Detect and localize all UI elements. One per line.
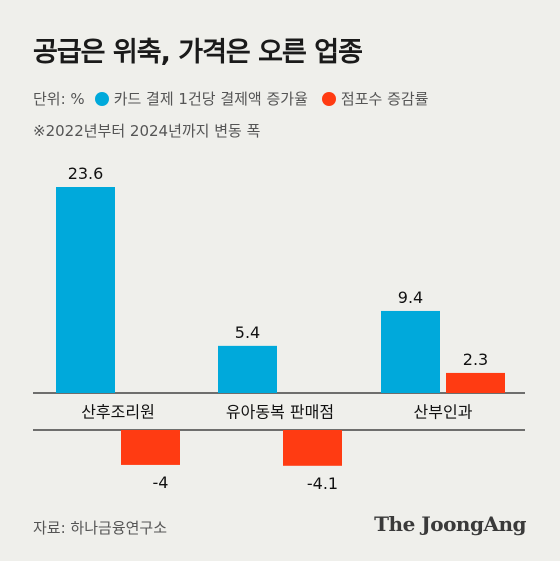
bar-stores (446, 372, 505, 393)
legend-item-stores: 점포수 증감률 (321, 88, 429, 109)
legend-label-stores: 점포수 증감률 (340, 90, 429, 108)
source-label: 자료: 하나금융연구소 (33, 519, 168, 537)
data-label: 2.3 (463, 350, 488, 369)
category-label: 유아동복 판매점 (226, 403, 334, 422)
data-label: -4 (153, 473, 169, 492)
data-label: 9.4 (398, 288, 423, 307)
bar-stores (121, 430, 180, 465)
data-label: 5.4 (235, 323, 260, 342)
unit-label: 단위: % (33, 90, 85, 108)
category-label: 산후조리원 (81, 403, 155, 422)
legend-label-payment: 카드 결제 1건당 결제액 증가율 (113, 90, 308, 108)
bar-payment (381, 310, 440, 393)
data-label: 23.6 (68, 164, 104, 183)
legend-item-payment: 카드 결제 1건당 결제액 증가율 (94, 88, 308, 109)
legend: 단위: % 카드 결제 1건당 결제액 증가율 점포수 증감률 (33, 88, 442, 109)
chart-title: 공급은 위축, 가격은 오른 업종 (33, 37, 363, 68)
bar-chart: 산후조리원 유아동복 판매점 산부인과 23.6 5.4 9.4 -4 -4.1 2.3 (33, 164, 525, 493)
data-label: -4.1 (307, 474, 338, 493)
category-label: 산부인과 (414, 403, 473, 422)
bar-payment (56, 187, 115, 393)
legend-swatch-stores (321, 91, 336, 106)
period-note: ※2022년부터 2024년까지 변동 폭 (33, 122, 261, 140)
bar-payment (218, 345, 277, 393)
legend-swatch-payment (94, 91, 109, 106)
brand-logo: The JoongAng (374, 512, 526, 536)
bar-stores (283, 430, 342, 466)
